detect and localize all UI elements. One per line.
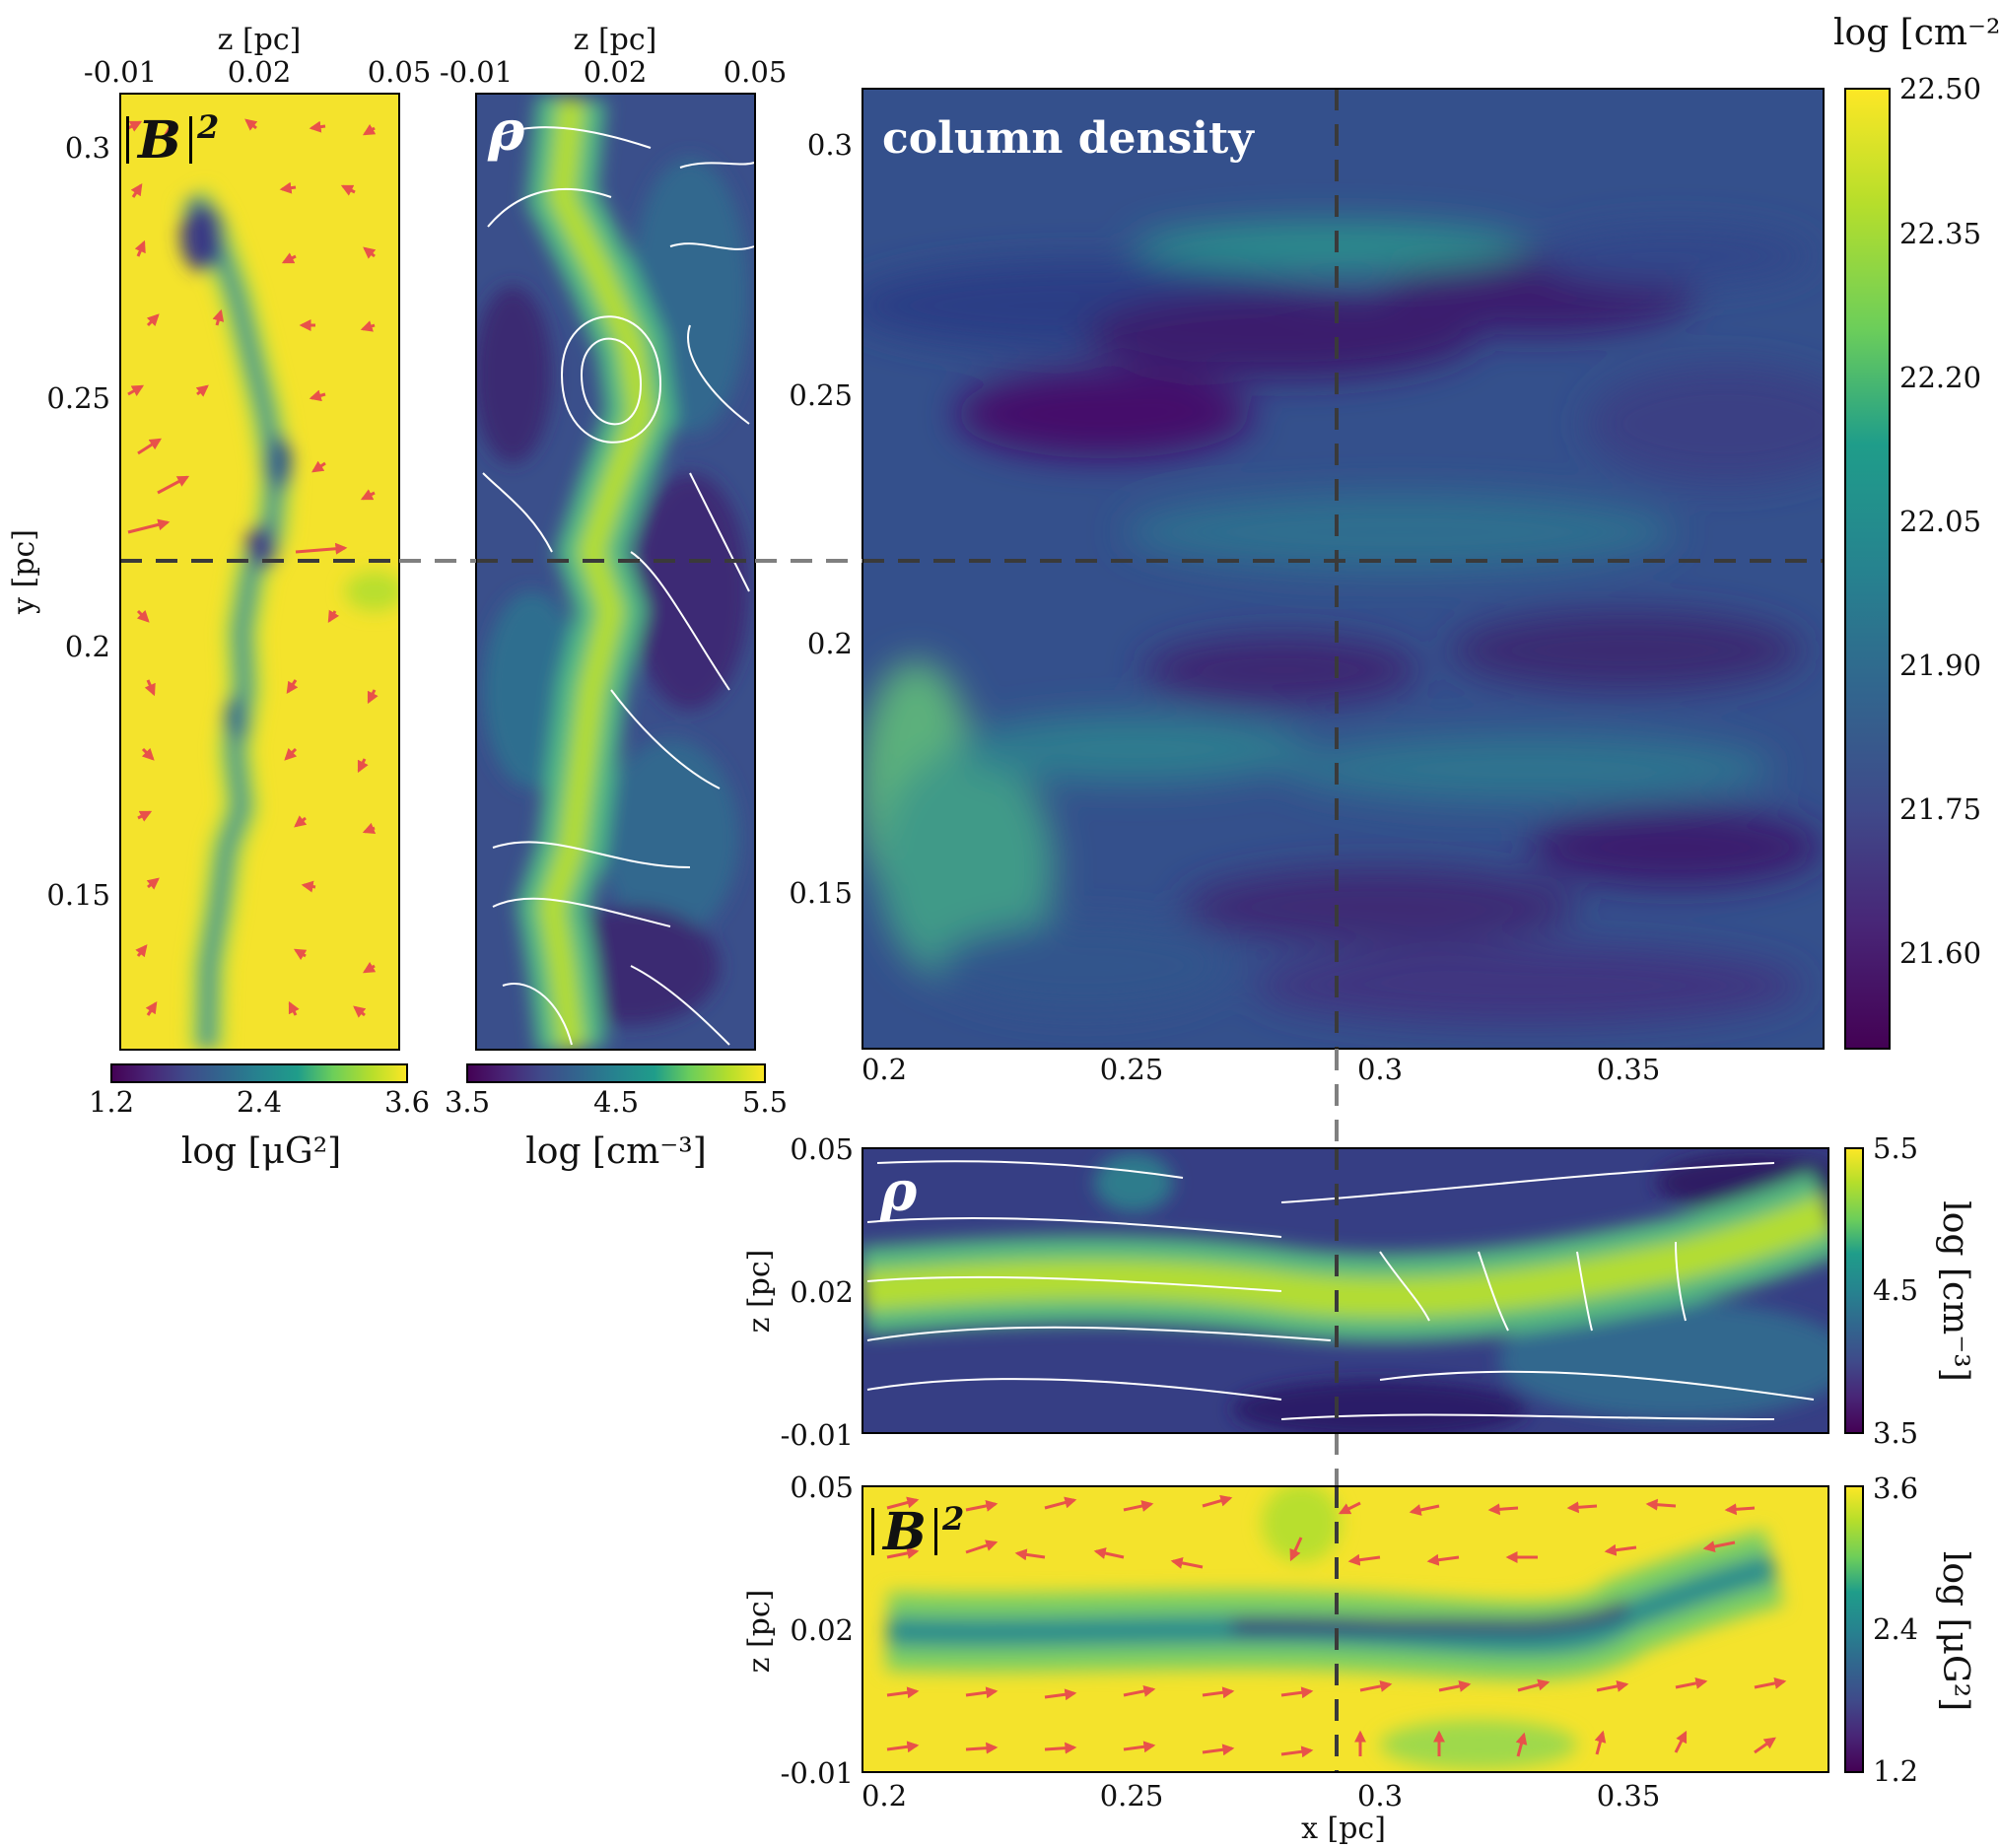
- yz-density-colorbar: 3.5 4.5 5.5 log [cm⁻³]: [445, 1063, 788, 1172]
- svg-text:2: 2: [196, 108, 219, 146]
- colorbar-tick: 5.5: [1873, 1131, 1918, 1165]
- x-tick-label: 0.2: [862, 1779, 907, 1813]
- x-tick-label: 0.2: [862, 1053, 907, 1086]
- column-density-colorbar: log [cm⁻²] 22.50 22.35 22.20 22.05 21.90…: [1833, 13, 1999, 1050]
- colorbar-tick: 2.4: [1873, 1612, 1918, 1646]
- colorbar-tick: 3.5: [445, 1085, 490, 1119]
- x-tick-label: 0.25: [1100, 1779, 1164, 1813]
- xz-density-colorbar: 5.5 4.5 3.5 log [cm⁻³]: [1844, 1131, 1975, 1450]
- yz-density-streamlines: [482, 126, 755, 1046]
- y-tick-label: 0.02: [790, 1613, 854, 1647]
- y-axis-label: y [pc]: [7, 529, 41, 615]
- xz-density-panel: ρ 0.05 0.02 -0.01 z [pc]: [742, 1132, 1829, 1452]
- colorbar-tick: 22.20: [1899, 361, 1981, 394]
- colorbar-tick: 3.6: [1873, 1472, 1918, 1505]
- colorbar-tick: 1.2: [89, 1085, 134, 1119]
- x-tick-label: -0.01: [440, 55, 513, 89]
- x-tick-label: 0.02: [584, 55, 648, 89]
- colorbar-tick: 5.5: [742, 1085, 788, 1119]
- cd-ytick-group: 0.3 0.25 0.2 0.15: [789, 128, 853, 910]
- yz-bfield-yticks: 0.3 0.25 0.2 0.15: [46, 131, 110, 912]
- yz-bfield-vectors: [127, 118, 379, 1018]
- colorbar-label: log [cm⁻²]: [1833, 13, 1999, 53]
- xz-bfield-colorbar: 3.6 2.4 1.2 log [μG²]: [1844, 1472, 1975, 1788]
- xz-density-streamlines: [866, 1160, 1815, 1420]
- colorbar-label: log [μG²]: [1935, 1551, 1975, 1711]
- column-density-panel: column density 0.2 0.25 0.3 0.35 0.3 0.2…: [789, 88, 1825, 1086]
- y-tick-label: -0.01: [781, 1418, 854, 1452]
- x-tick-label: 0.3: [1357, 1053, 1403, 1086]
- yz-density-xticks: -0.01 0.02 0.05: [440, 55, 787, 89]
- svg-text:B: B: [136, 110, 181, 171]
- y-tick-label: 0.3: [807, 128, 853, 162]
- colorbar-tick: 3.5: [1873, 1416, 1918, 1450]
- colorbar-tick: 2.4: [237, 1085, 282, 1119]
- y-tick-label: 0.15: [46, 878, 110, 912]
- x-axis-label: z [pc]: [218, 23, 302, 57]
- y-tick-label: 0.25: [46, 381, 110, 415]
- xz-bfield-panel: B 2 0.05 0.02 -0.01 0.2 0.25 0.3 0.35 x …: [742, 1471, 1829, 1846]
- yz-density-label: ρ: [487, 99, 525, 164]
- colorbar-tick: 21.75: [1899, 792, 1981, 826]
- y-tick-label: -0.01: [781, 1756, 854, 1790]
- y-tick-label: 0.3: [65, 131, 110, 165]
- y-tick-label: 0.02: [790, 1275, 854, 1309]
- x-tick-label: 0.05: [368, 55, 432, 89]
- x-tick-label: -0.01: [84, 55, 157, 89]
- y-axis-label: z [pc]: [742, 1590, 777, 1674]
- y-tick-label: 0.25: [789, 378, 853, 412]
- xz-bfield-vectors: [886, 1494, 1787, 1758]
- y-tick-label: 0.15: [789, 876, 853, 910]
- yz-density-panel: ρ -0.01 0.02 0.05 z [pc]: [440, 23, 787, 1051]
- svg-text:2: 2: [941, 1500, 964, 1538]
- colorbar-tick: 4.5: [1873, 1273, 1918, 1307]
- yz-bfield-colorbar: 1.2 2.4 3.6 log [μG²]: [89, 1063, 430, 1172]
- colorbar-tick: 4.5: [593, 1085, 639, 1119]
- column-density-title: column density: [882, 113, 1255, 164]
- colorbar-tick: 21.60: [1899, 936, 1981, 970]
- cd-xtick-group: 0.2 0.25 0.3 0.35: [862, 1053, 1660, 1086]
- yz-bfield-panel: B 2 -0.01 0.02 0.05 z [pc] 0.3 0.25 0.2 …: [7, 23, 431, 1051]
- x-tick-label: 0.35: [1597, 1053, 1661, 1086]
- xz-density-yticks: 0.05 0.02 -0.01: [781, 1132, 854, 1452]
- colorbar-label: log [cm⁻³]: [525, 1131, 707, 1172]
- colorbar-tick: 22.35: [1899, 217, 1981, 250]
- y-tick-label: 0.2: [807, 627, 853, 660]
- y-tick-label: 0.05: [790, 1471, 854, 1504]
- x-tick-label: 0.25: [1100, 1053, 1164, 1086]
- xz-bfield-heatmap: [862, 1486, 1828, 1772]
- colorbar-tick: 22.50: [1899, 72, 1981, 105]
- xz-bfield-yticks: 0.05 0.02 -0.01: [781, 1471, 854, 1790]
- yz-bfield-label: B 2: [126, 108, 219, 171]
- x-tick-label: 0.3: [1357, 1779, 1403, 1813]
- xz-bfield-xticks: 0.2 0.25 0.3 0.35: [862, 1779, 1660, 1813]
- x-tick-label: 0.05: [724, 55, 788, 89]
- xz-density-label: ρ: [879, 1159, 918, 1224]
- y-tick-label: 0.2: [65, 630, 110, 663]
- colorbar-tick: 3.6: [384, 1085, 430, 1119]
- colorbar-tick: 21.90: [1899, 649, 1981, 682]
- xz-bfield-label: B 2: [871, 1500, 964, 1562]
- y-axis-label: z [pc]: [742, 1250, 777, 1334]
- xz-density-heatmap: [862, 1148, 1828, 1433]
- x-axis-label: z [pc]: [574, 23, 657, 57]
- yz-bfield-heatmap: [120, 94, 399, 1050]
- x-tick-label: 0.35: [1597, 1779, 1661, 1813]
- y-tick-label: 0.05: [790, 1132, 854, 1166]
- colorbar-tick: 22.05: [1899, 505, 1981, 538]
- yz-density-heatmap: [476, 94, 755, 1050]
- x-axis-label: x [pc]: [1301, 1812, 1386, 1846]
- column-density-frame: [862, 88, 1825, 1050]
- x-tick-label: 0.02: [228, 55, 292, 89]
- colorbar-tick: 1.2: [1873, 1754, 1918, 1788]
- yz-bfield-xticks: -0.01 0.02 0.05: [84, 55, 431, 89]
- column-density-heatmap: [862, 89, 1824, 1049]
- svg-text:B: B: [881, 1502, 927, 1562]
- colorbar-label: log [cm⁻³]: [1935, 1200, 1975, 1382]
- colorbar-label: log [μG²]: [181, 1131, 341, 1172]
